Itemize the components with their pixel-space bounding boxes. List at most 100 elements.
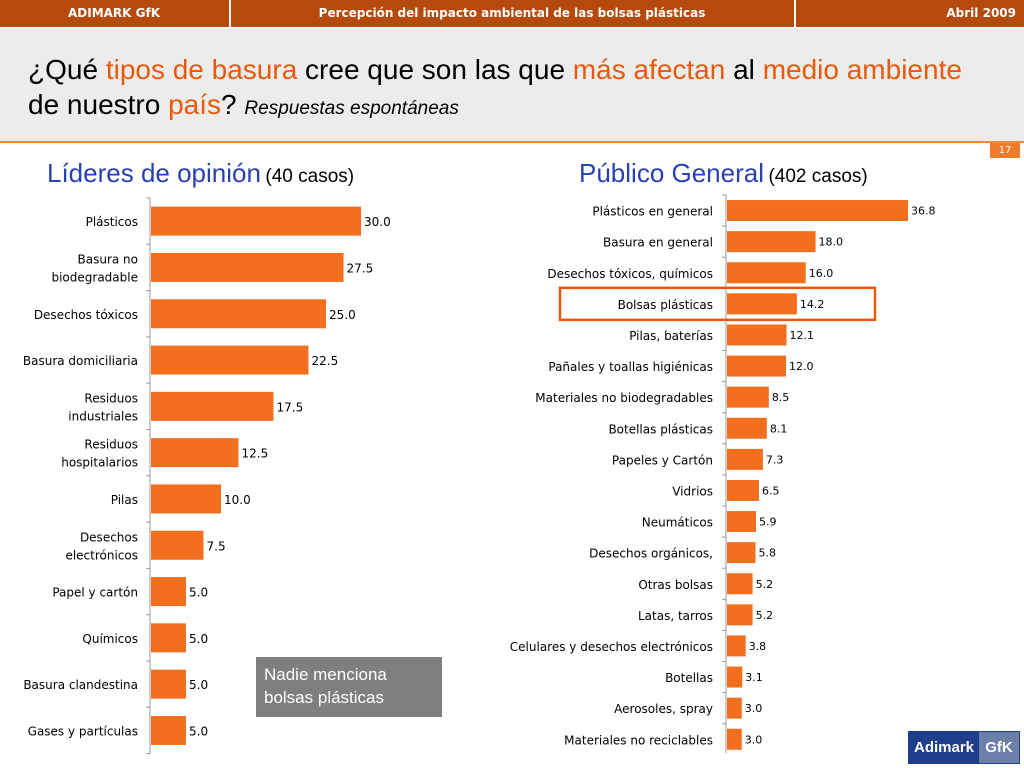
bar	[151, 391, 274, 421]
logo-partner: GfK	[979, 732, 1019, 763]
title-band	[0, 28, 1024, 141]
data-label: 12.5	[242, 447, 269, 461]
data-label: 22.5	[312, 354, 339, 368]
header-bar: ADIMARK GfK Percepción del impacto ambie…	[0, 0, 1024, 27]
title-highlight: tipos de basura	[105, 54, 298, 85]
category-label: Pilas, baterías	[629, 329, 713, 343]
data-label: 10.0	[224, 493, 251, 507]
bar	[727, 635, 746, 657]
bar	[151, 345, 309, 375]
bar	[727, 697, 742, 719]
adimark-gfk-logo: Adimark GfK	[908, 731, 1020, 764]
category-label: Residuos	[84, 438, 138, 452]
title-text: ¿Qué	[28, 54, 106, 85]
category-label: Desechos tóxicos	[34, 308, 138, 322]
category-label: Desechos orgánicos,	[589, 547, 713, 561]
logo-brand: Adimark	[909, 732, 979, 763]
category-label: Bolsas plásticas	[618, 298, 713, 312]
category-label: Papel y cartón	[52, 586, 138, 600]
data-label: 3.8	[749, 640, 767, 653]
category-label: Papeles y Cartón	[612, 453, 713, 467]
data-label: 5.2	[756, 578, 774, 591]
left-chart-title: Líderes de opinión (40 casos)	[47, 158, 354, 189]
category-label: Desechos tóxicos, químicos	[547, 267, 713, 281]
title-text: al	[725, 54, 763, 85]
bar	[727, 200, 909, 222]
bar	[727, 511, 757, 533]
bar	[727, 262, 806, 284]
category-label: Vidrios	[672, 484, 713, 498]
data-label: 12.1	[790, 329, 815, 342]
data-label: 6.5	[762, 484, 780, 497]
header-brand: ADIMARK GfK	[67, 6, 161, 20]
right-chart-title: Público General (402 casos)	[579, 158, 868, 189]
category-label: Desechos	[80, 530, 138, 544]
data-label: 3.0	[745, 702, 763, 715]
category-label: electrónicos	[65, 548, 138, 562]
bar	[151, 577, 186, 607]
bar	[151, 484, 221, 514]
title-highlight: más afectan	[572, 54, 726, 85]
left-chart-title-main: Líderes de opinión	[47, 158, 261, 188]
bar	[727, 604, 753, 626]
right-bar-chart: 36.8 Plásticos en general 18.0 Basura en ge…	[510, 194, 936, 753]
bar	[727, 231, 816, 253]
category-label: Basura domiciliaria	[23, 354, 138, 368]
bar	[727, 542, 756, 564]
highlight-box	[558, 286, 877, 322]
category-label: Plásticos	[86, 215, 138, 229]
title-text: de nuestro	[28, 89, 169, 120]
category-label: Materiales no reciclables	[564, 733, 713, 747]
page-number: 17	[990, 143, 1020, 158]
category-label: Materiales no biodegradables	[535, 391, 713, 405]
left-bar-chart: 30.0 Plásticos 27.5 Basura no biodegradable 2…	[23, 197, 391, 755]
bar	[151, 299, 326, 329]
data-label: 16.0	[809, 267, 834, 280]
bar	[727, 417, 767, 439]
right-chart-subtitle: (402 casos)	[768, 166, 868, 187]
bar	[727, 293, 797, 315]
category-label: Gases y partículas	[28, 724, 138, 738]
data-label: 5.2	[756, 609, 774, 622]
data-label: 3.0	[745, 733, 763, 746]
data-label: 5.9	[759, 516, 777, 529]
bar	[727, 479, 759, 501]
data-label: 12.0	[789, 360, 814, 373]
note-box: Nadie menciona bolsas plásticas	[256, 657, 442, 717]
title-underline	[0, 141, 1024, 143]
bar	[727, 386, 769, 408]
bar	[151, 669, 186, 699]
category-label: Celulares y desechos electrónicos	[510, 640, 713, 654]
category-label: Botellas plásticas	[608, 422, 713, 436]
title-text: cree que son las que	[297, 54, 573, 85]
left-chart-subtitle: (40 casos)	[265, 166, 355, 187]
data-label: 27.5	[347, 261, 374, 275]
category-label: Botellas	[665, 671, 713, 685]
category-label: Latas, tarros	[638, 609, 713, 623]
header-topic: Percepción del impacto ambiental de las …	[318, 6, 706, 20]
bar	[151, 206, 361, 236]
title-highlight: país	[168, 89, 222, 120]
category-label: hospitalarios	[61, 456, 138, 470]
data-label: 5.8	[759, 547, 777, 560]
data-label: 17.5	[277, 400, 304, 414]
category-label: Aerosoles, spray	[614, 702, 713, 716]
data-label: 8.1	[770, 422, 788, 435]
title-text: ?	[221, 89, 237, 120]
category-label: Pilas	[111, 493, 138, 507]
data-label: 7.5	[207, 539, 226, 553]
data-label: 30.0	[364, 215, 391, 229]
category-label: Residuos	[84, 391, 138, 405]
data-label: 14.2	[800, 298, 825, 311]
header-divider	[229, 0, 231, 27]
category-label: Basura en general	[603, 236, 713, 250]
header-divider	[794, 0, 796, 27]
bar	[151, 252, 344, 282]
category-label: Basura clandestina	[23, 678, 138, 692]
category-label: biodegradable	[51, 270, 138, 284]
bar	[727, 728, 742, 750]
category-label: industriales	[68, 409, 138, 423]
bar	[151, 715, 186, 745]
data-label: 18.0	[819, 236, 844, 249]
data-label: 7.3	[766, 453, 784, 466]
